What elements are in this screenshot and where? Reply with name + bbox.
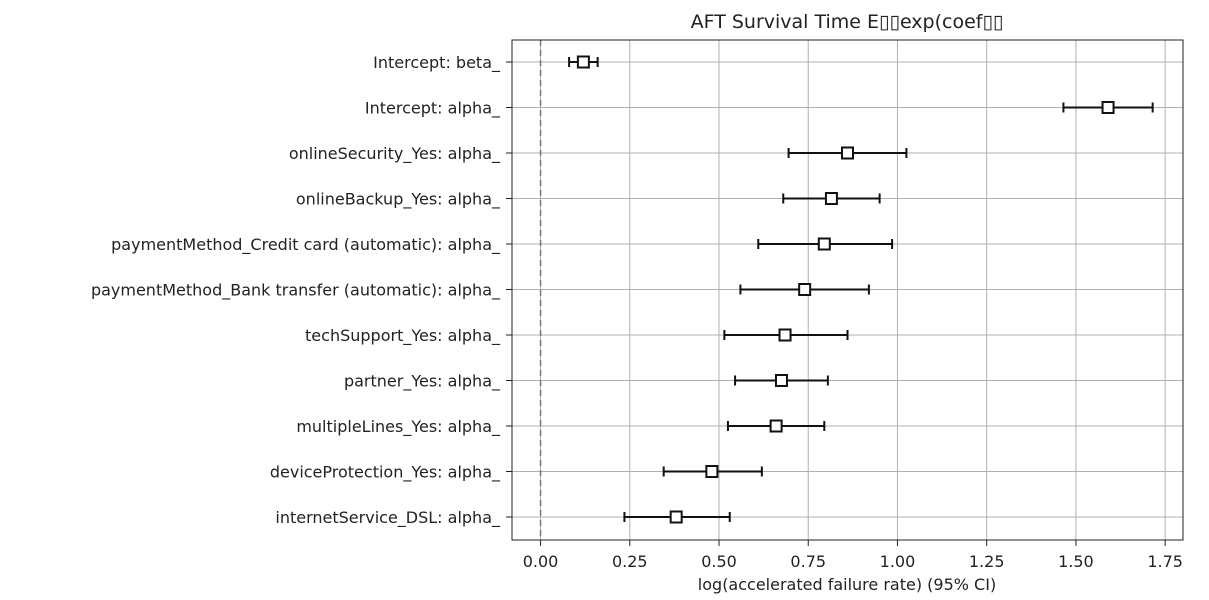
point-estimate-marker bbox=[1101, 101, 1115, 114]
x-tick-label: 1.50 bbox=[1058, 552, 1094, 571]
y-tick-label: onlineSecurity_Yes: alpha_ bbox=[289, 144, 501, 164]
point-estimate-marker bbox=[705, 465, 719, 478]
x-tick-label: 0.50 bbox=[701, 552, 737, 571]
estimate-row bbox=[739, 283, 870, 296]
y-tick-label: paymentMethod_Credit card (automatic): a… bbox=[111, 235, 501, 255]
y-tick-label: paymentMethod_Bank transfer (automatic):… bbox=[91, 281, 501, 301]
estimate-row bbox=[662, 465, 763, 478]
estimate-row bbox=[726, 419, 826, 433]
point-estimate-marker bbox=[774, 374, 788, 387]
x-tick-label: 0.75 bbox=[790, 552, 826, 571]
estimate-row bbox=[757, 237, 894, 251]
point-estimate-marker bbox=[769, 419, 783, 433]
estimate-row bbox=[787, 146, 908, 160]
y-tick-label: Intercept: beta_ bbox=[373, 53, 501, 73]
y-tick-label: internetService_DSL: alpha_ bbox=[275, 508, 501, 528]
x-tick-label: 1.75 bbox=[1147, 552, 1183, 571]
estimate-row bbox=[568, 55, 599, 69]
y-tick-label: deviceProtection_Yes: alpha_ bbox=[270, 463, 501, 483]
estimate-markers bbox=[568, 55, 1154, 524]
estimate-row bbox=[723, 328, 849, 342]
y-tick-label: multipleLines_Yes: alpha_ bbox=[296, 417, 501, 437]
x-tick-label: 1.00 bbox=[880, 552, 916, 571]
y-tick-label: partner_Yes: alpha_ bbox=[344, 372, 501, 392]
y-tick-label: techSupport_Yes: alpha_ bbox=[305, 326, 501, 346]
point-estimate-marker bbox=[798, 283, 812, 296]
x-tick-labels: 0.00 0.25 0.50 0.75 1.00 1.25 1.50 1.75 bbox=[523, 540, 1183, 571]
point-estimate-marker bbox=[778, 328, 792, 342]
x-tick-label: 1.25 bbox=[969, 552, 1005, 571]
x-tick-label: 0.00 bbox=[523, 552, 559, 571]
y-tick-labels: Intercept: beta_ Intercept: alpha_ onlineS… bbox=[91, 53, 512, 528]
point-estimate-marker bbox=[669, 510, 683, 524]
estimate-row bbox=[1062, 101, 1154, 114]
x-axis-title: log(accelerated failure rate) (95% CI) bbox=[698, 575, 996, 594]
y-tick-label: Intercept: alpha_ bbox=[365, 99, 501, 119]
estimate-row bbox=[623, 510, 731, 524]
point-estimate-marker bbox=[824, 192, 838, 205]
point-estimate-marker bbox=[576, 55, 590, 69]
x-tick-label: 0.25 bbox=[612, 552, 648, 571]
chart-title: AFT Survival Time E▯▯exp(coef▯▯ bbox=[691, 11, 1004, 33]
estimate-row bbox=[782, 192, 881, 205]
point-estimate-marker bbox=[841, 146, 854, 160]
point-estimate-marker bbox=[817, 237, 831, 251]
estimate-row bbox=[734, 374, 829, 387]
y-tick-label: onlineBackup_Yes: alpha_ bbox=[296, 190, 501, 210]
